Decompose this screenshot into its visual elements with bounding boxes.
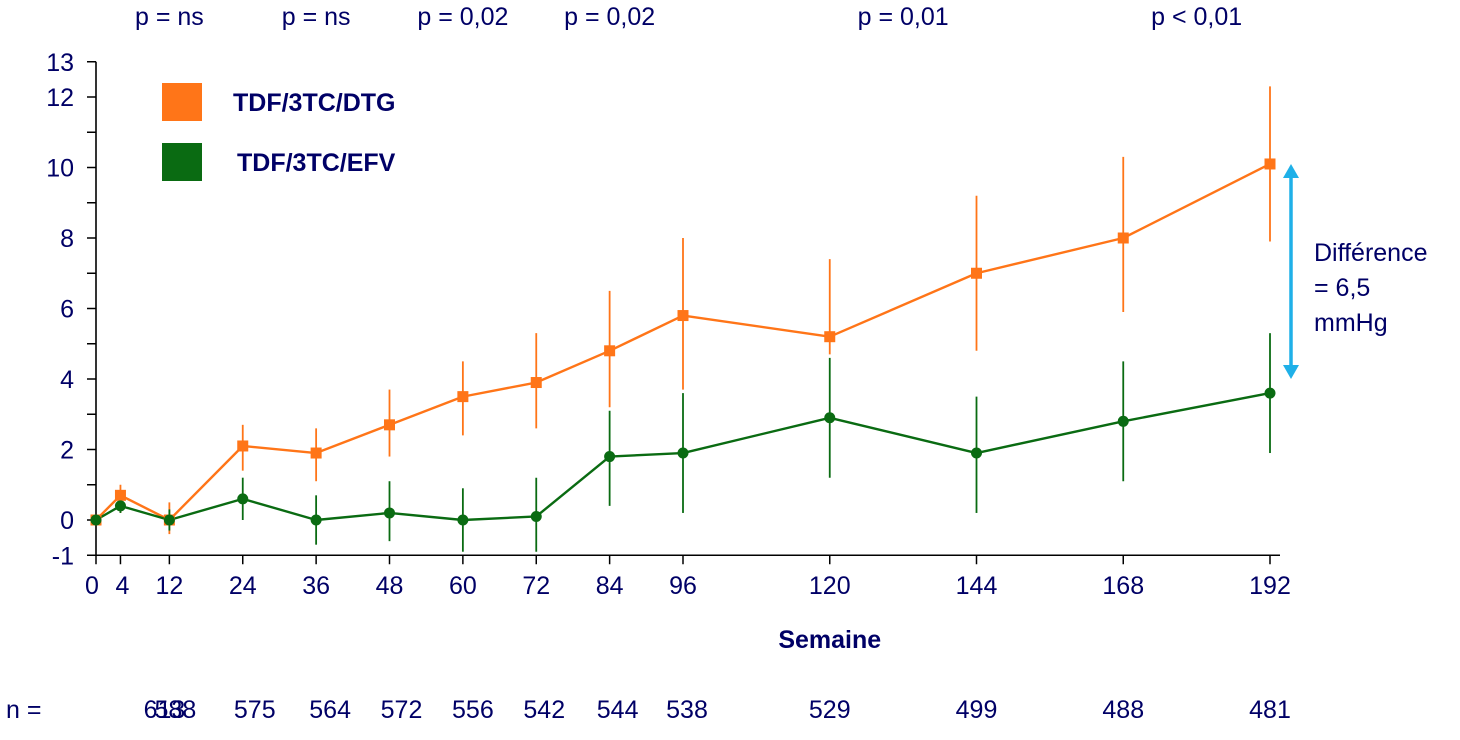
data-point	[163, 514, 175, 526]
y-tick-label: 4	[60, 366, 74, 394]
data-point	[1117, 232, 1129, 244]
n-value: 588	[155, 696, 197, 724]
x-tick-label: 24	[229, 572, 257, 600]
n-value: 488	[1102, 696, 1144, 724]
p-values: p = ns p = ns p = 0,02 p = 0,02 p = 0,01 p < …	[135, 3, 1242, 31]
data-point	[971, 267, 982, 279]
y-tick-label: 10	[46, 155, 74, 183]
data-point	[824, 331, 836, 343]
x-tick-label: 48	[376, 572, 404, 600]
x-tick-label: 36	[302, 572, 330, 600]
difference-arrow-head-down	[1283, 365, 1299, 379]
difference-label: Différence	[1314, 239, 1428, 267]
x-tick-label: 168	[1102, 572, 1144, 600]
x-tick-label: 192	[1249, 572, 1291, 600]
x-tick-label: 144	[956, 572, 998, 600]
series-line	[95, 162, 1271, 522]
x-axis-label: Semaine	[778, 626, 881, 654]
y-tick-label: 8	[60, 225, 74, 253]
data-point	[677, 310, 689, 322]
data-point	[1264, 158, 1276, 170]
data-point	[824, 412, 836, 424]
y-tick-label: 12	[46, 84, 74, 112]
difference-arrow-head-up	[1283, 163, 1299, 178]
data-point	[114, 489, 126, 501]
data-point	[1264, 387, 1276, 399]
data-point	[677, 447, 689, 459]
data-point	[1117, 415, 1129, 427]
data-point	[530, 377, 542, 389]
y-tick-label: 6	[60, 296, 74, 324]
series-markers	[90, 158, 1276, 526]
n-value: 499	[956, 696, 998, 724]
n-value: 564	[309, 696, 351, 724]
p-value-label: p = 0,01	[858, 3, 949, 31]
data-point	[384, 507, 395, 519]
data-point	[237, 440, 249, 452]
data-point	[114, 500, 126, 512]
n-value: 556	[452, 696, 494, 724]
x-tick-label: 84	[596, 572, 624, 600]
n-value: 529	[809, 696, 851, 724]
y-tick-label: 2	[60, 437, 74, 465]
data-point	[971, 447, 982, 459]
legend-swatch	[162, 143, 202, 181]
x-tick-label: 4	[116, 572, 130, 600]
n-value: 544	[597, 696, 639, 724]
y-tick-label: -1	[52, 542, 74, 570]
x-tick-label: 12	[155, 572, 183, 600]
n-value: 542	[523, 696, 565, 724]
difference-label: mmHg	[1314, 309, 1388, 337]
p-value-label: p = 0,02	[417, 3, 508, 31]
p-value-label: p = ns	[282, 3, 351, 31]
data-point	[384, 419, 395, 431]
legend-label: TDF/3TC/EFV	[237, 149, 396, 177]
x-tick-label: 120	[809, 572, 851, 600]
n-value: 481	[1249, 696, 1291, 724]
data-point	[457, 514, 469, 526]
series-lines	[95, 162, 1271, 522]
data-point	[457, 391, 469, 403]
y-tick-label: 13	[46, 49, 74, 77]
p-value-label: p = ns	[135, 3, 204, 31]
p-value-label: p < 0,01	[1151, 3, 1242, 31]
n-value: 572	[381, 696, 423, 724]
data-point	[237, 493, 249, 505]
x-tick-label: 72	[522, 572, 550, 600]
p-value-label: p = 0,02	[564, 3, 655, 31]
n-value: 613	[144, 696, 186, 724]
n-value: 575	[234, 696, 276, 724]
data-point	[310, 447, 322, 459]
y-tick-label: 0	[60, 507, 74, 535]
n-value: 538	[666, 696, 708, 724]
data-point	[310, 514, 322, 526]
series-line	[95, 391, 1271, 522]
data-point	[90, 514, 102, 526]
legend-label: TDF/3TC/DTG	[233, 89, 396, 117]
difference-annotation: Différence = 6,5 mmHg	[1283, 163, 1428, 379]
legend: TDF/3TC/DTG TDF/3TC/EFV	[162, 83, 396, 181]
legend-swatch	[162, 83, 202, 121]
n-label: n =	[6, 696, 41, 724]
x-tick-label: 96	[669, 572, 697, 600]
x-tick-label: 60	[449, 572, 477, 600]
data-point	[604, 345, 616, 357]
data-point	[604, 451, 616, 463]
data-point	[530, 510, 542, 522]
difference-label: = 6,5	[1314, 274, 1370, 302]
x-tick-label: 0	[85, 572, 99, 600]
